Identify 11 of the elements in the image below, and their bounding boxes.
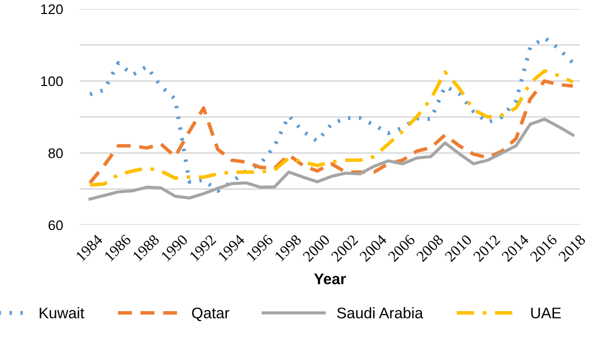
- legend-label: Kuwait: [40, 307, 84, 318]
- y-tick-label: 80: [48, 148, 63, 158]
- y-tick-label: 100: [41, 76, 63, 86]
- y-tick-label: 60: [48, 220, 63, 230]
- x-axis-title: Year: [314, 274, 346, 284]
- legend-label: Saudi Arabia: [337, 307, 424, 318]
- legend-label: UAE: [531, 308, 561, 318]
- line-series: [88, 36, 575, 193]
- line-series: [88, 118, 574, 201]
- y-tick-label: 120: [41, 4, 63, 14]
- legend-label: Qatar: [192, 308, 230, 322]
